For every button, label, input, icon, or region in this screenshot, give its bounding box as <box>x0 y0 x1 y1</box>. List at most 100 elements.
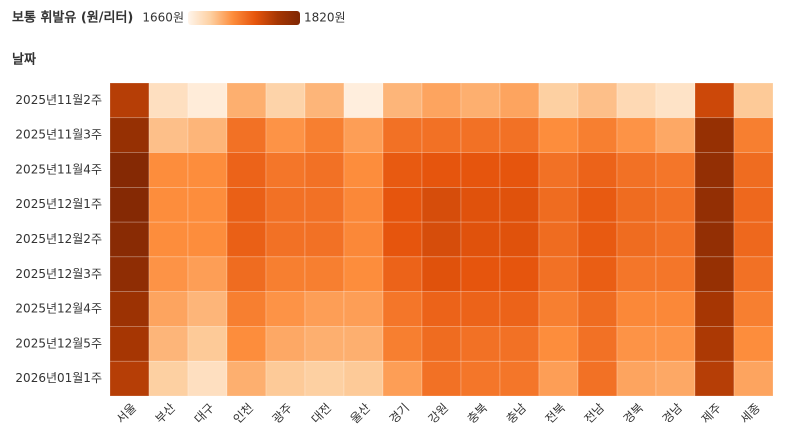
heatmap-cell <box>499 291 540 327</box>
heatmap-cell <box>499 82 540 119</box>
x-tick-label: 부산 <box>153 401 179 427</box>
heatmap-cell <box>499 326 540 362</box>
heatmap-cell <box>343 152 384 188</box>
heatmap-cell <box>109 326 150 362</box>
heatmap-cell <box>499 360 540 397</box>
x-tick-label: 광주 <box>270 401 296 427</box>
heatmap-cell <box>538 187 579 223</box>
x-tick-label: 대전 <box>309 401 335 427</box>
heatmap-cell <box>577 221 618 258</box>
heatmap-cell <box>460 82 501 119</box>
heatmap-cell <box>577 187 618 223</box>
heatmap-cell <box>382 291 423 327</box>
heatmap-cell <box>733 256 774 292</box>
x-tick-label: 경북 <box>621 401 647 427</box>
heatmap-cell <box>187 82 228 119</box>
heatmap-cell <box>421 187 462 223</box>
heatmap-cell <box>265 291 306 327</box>
heatmap-cell <box>616 82 657 119</box>
heatmap-cell <box>265 360 306 397</box>
heatmap-cell <box>382 187 423 223</box>
heatmap-cell <box>538 360 579 397</box>
heatmap-cell <box>304 82 345 119</box>
heatmap-cell <box>187 256 228 292</box>
heatmap-cell <box>499 117 540 153</box>
heatmap-cell <box>343 221 384 258</box>
heatmap-cell <box>538 326 579 362</box>
heatmap-cell <box>421 117 462 153</box>
heatmap-cell <box>460 187 501 223</box>
heatmap-cell <box>694 187 735 223</box>
y-tick-label: 2025년11월3주 <box>15 128 102 142</box>
heatmap-cell <box>187 117 228 153</box>
colorbar <box>188 11 300 25</box>
heatmap-cell <box>343 360 384 397</box>
heatmap-cell <box>187 360 228 397</box>
heatmap-cell <box>694 82 735 119</box>
heatmap-cell <box>616 256 657 292</box>
heatmap-cell <box>499 221 540 258</box>
heatmap-cell <box>538 256 579 292</box>
y-tick-label: 2025년12월4주 <box>15 302 102 316</box>
x-tick-label: 충남 <box>504 401 530 427</box>
x-tick-label: 대구 <box>192 401 218 427</box>
heatmap-cell <box>343 117 384 153</box>
heatmap-cell <box>538 82 579 119</box>
heatmap-cell <box>499 187 540 223</box>
heatmap-cell <box>733 360 774 397</box>
heatmap-cell <box>148 360 189 397</box>
heatmap-cell <box>733 82 774 119</box>
heatmap-cell <box>655 256 696 292</box>
heatmap-cell <box>226 152 267 188</box>
heatmap-cell <box>304 291 345 327</box>
x-tick-label: 인천 <box>230 400 256 426</box>
heatmap-cell <box>460 152 501 188</box>
heatmap-cell <box>616 291 657 327</box>
heatmap-cell <box>187 326 228 362</box>
heatmap-cell <box>226 117 267 153</box>
legend-title: 보통 휘발유 (원/리터) <box>12 10 133 26</box>
heatmap-cell <box>460 221 501 258</box>
heatmap-cell <box>265 221 306 258</box>
heatmap-cell <box>421 256 462 292</box>
heatmap-cell <box>304 221 345 258</box>
y-tick-label: 2025년12월3주 <box>15 267 102 281</box>
heatmap-cell <box>499 256 540 292</box>
x-tick-label: 경기 <box>387 401 413 427</box>
heatmap-cell <box>265 152 306 188</box>
heatmap-cell <box>655 187 696 223</box>
heatmap-cell <box>616 360 657 397</box>
heatmap-cell <box>577 82 618 119</box>
heatmap-cell <box>616 152 657 188</box>
heatmap-cell <box>304 360 345 397</box>
heatmap-cell <box>226 326 267 362</box>
heatmap-cell <box>694 291 735 327</box>
heatmap-cell <box>226 256 267 292</box>
heatmap-cell <box>694 152 735 188</box>
heatmap-cell <box>577 360 618 397</box>
heatmap-cell <box>733 187 774 223</box>
heatmap-cell <box>733 152 774 188</box>
heatmap-cell <box>304 326 345 362</box>
heatmap-cell <box>265 82 306 119</box>
heatmap-cell <box>226 82 267 119</box>
heatmap-cell <box>304 256 345 292</box>
heatmap-cell <box>577 291 618 327</box>
heatmap-cell <box>304 187 345 223</box>
x-tick-label: 경남 <box>660 401 686 427</box>
heatmap-cell <box>460 360 501 397</box>
heatmap-cell <box>460 326 501 362</box>
x-tick-label: 충북 <box>465 401 491 427</box>
heatmap-cell <box>343 187 384 223</box>
heatmap-cell <box>694 256 735 292</box>
heatmap-cell <box>733 291 774 327</box>
x-tick-label: 세종 <box>738 401 764 427</box>
x-tick-label: 전북 <box>543 401 569 427</box>
heatmap-cell <box>148 117 189 153</box>
heatmap-cell <box>616 221 657 258</box>
heatmap-cell <box>421 221 462 258</box>
heatmap-cell <box>694 117 735 153</box>
heatmap-cell <box>187 187 228 223</box>
heatmap-cell <box>109 152 150 188</box>
